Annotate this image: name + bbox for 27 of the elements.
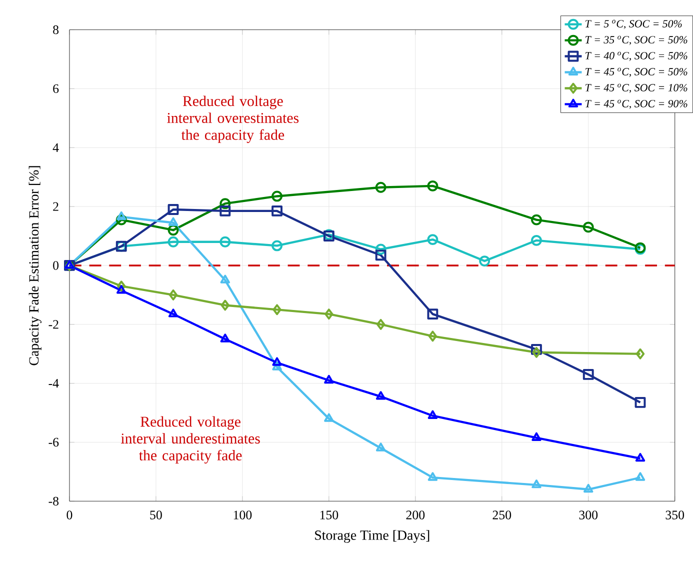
y-axis-title: Capacity Fade Estimation Error [%] <box>28 166 42 366</box>
legend-label: T = 35 $^{o}$C, SOC = 50% <box>586 36 688 46</box>
y-tick-label: 2 <box>53 202 58 211</box>
x-tick-label: 350 <box>666 510 684 520</box>
x-axis-title: Storage Time [Days] <box>315 530 430 543</box>
y-tick-label: 6 <box>53 84 59 94</box>
y-tick-label: 8 <box>53 26 59 34</box>
y-tick-label: -6 <box>48 438 59 447</box>
x-tick-label: 0 <box>66 510 72 520</box>
annotation: Reduced voltage interval overestimates the capacity fade <box>167 96 299 144</box>
x-tick-label: 300 <box>579 510 598 520</box>
x-tick-label: 250 <box>492 510 512 520</box>
x-tick-label: 100 <box>234 510 252 520</box>
y-tick-label: -2 <box>48 320 58 329</box>
x-tick-label: 150 <box>320 510 338 520</box>
y-tick-label: 4 <box>52 144 59 152</box>
x-tick-label: 200 <box>406 510 425 520</box>
y-tick-label: -8 <box>48 496 59 506</box>
legend-label: T = 45 $^{o}$C, SOC = 50% <box>586 68 688 78</box>
legend-label: T = 45 $^{o}$C, SOC = 10% <box>586 84 688 94</box>
annotation: Reduced voltage interval underestimates the capacity fade <box>120 416 260 464</box>
legend-label: T = 40 $^{o}$C, SOC = 50% <box>586 52 688 62</box>
x-tick-label: 50 <box>150 510 162 520</box>
y-tick-label: 0 <box>53 261 59 270</box>
y-tick-label: -4 <box>48 379 59 388</box>
legend-label: T = 5 $^{o}$C, SOC = 50% <box>586 20 682 30</box>
legend-label: T = 45 $^{o}$C, SOC = 90% <box>586 100 688 110</box>
